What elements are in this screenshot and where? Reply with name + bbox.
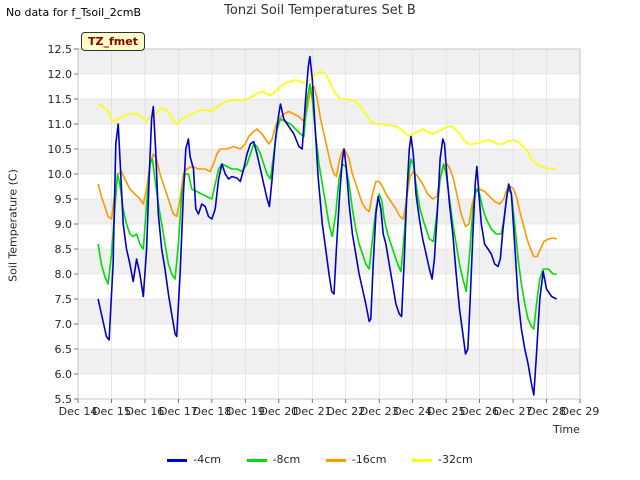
legend-item-16cm: -16cm xyxy=(325,453,387,466)
x-tick-label: Dec 23 xyxy=(360,405,399,418)
y-tick-label: 11.0 xyxy=(48,118,73,131)
x-tick-label: Dec 19 xyxy=(226,405,265,418)
x-tick-label: Dec 16 xyxy=(126,405,165,418)
x-tick-label: Dec 26 xyxy=(460,405,499,418)
plot-band xyxy=(78,99,580,124)
plot-band xyxy=(78,124,580,149)
legend-swatch xyxy=(325,458,346,462)
y-tick-label: 9.0 xyxy=(55,218,73,231)
y-tick-label: 7.0 xyxy=(55,318,73,331)
series-line-32cm xyxy=(97,70,557,170)
x-tick-label: Dec 28 xyxy=(527,405,566,418)
y-tick-label: 7.5 xyxy=(55,293,73,306)
x-tick-label: Dec 24 xyxy=(393,405,432,418)
plot-band xyxy=(78,374,580,399)
series-line-16cm xyxy=(97,85,557,258)
legend-label: -4cm xyxy=(193,453,222,466)
legend-label: -16cm xyxy=(351,453,387,466)
y-tick-label: 8.5 xyxy=(55,243,73,256)
legend-swatch xyxy=(411,458,432,462)
legend-item-4cm: -4cm xyxy=(167,453,221,466)
y-axis-label: Soil Temperature (C) xyxy=(6,169,20,282)
y-tick-label: 5.5 xyxy=(55,393,73,406)
chart-title: Tonzi Soil Temperatures Set B xyxy=(224,3,416,18)
x-tick-label: Dec 22 xyxy=(326,405,365,418)
y-tick-label: 9.5 xyxy=(55,193,73,206)
plot-band xyxy=(78,299,580,324)
y-tick-label: 12.0 xyxy=(48,68,73,81)
x-tick-label: Dec 21 xyxy=(293,405,332,418)
x-axis-label: Time xyxy=(553,423,580,436)
plot-band xyxy=(78,224,580,249)
legend-label: -32cm xyxy=(437,453,473,466)
y-tick-label: 11.5 xyxy=(48,93,73,106)
x-tick-label: Dec 25 xyxy=(427,405,466,418)
y-tick-label: 10.5 xyxy=(48,143,73,156)
y-tick-label: 8.0 xyxy=(55,268,73,281)
plot-band xyxy=(78,74,580,99)
x-tick-label: Dec 17 xyxy=(159,405,198,418)
site-tag: TZ_fmet xyxy=(81,32,145,51)
legend: -4cm -8cm -16cm -32cm xyxy=(0,453,640,466)
legend-label: -8cm xyxy=(272,453,301,466)
series-line-4cm xyxy=(97,55,557,396)
x-tick-label: Dec 29 xyxy=(561,405,600,418)
plot-band xyxy=(78,49,580,74)
no-data-note: No data for f_Tsoil_2cmB xyxy=(6,6,142,19)
x-tick-label: Dec 18 xyxy=(192,405,231,418)
y-tick-label: 12.5 xyxy=(48,43,73,56)
x-tick-label: Dec 15 xyxy=(92,405,131,418)
legend-item-32cm: -32cm xyxy=(411,453,473,466)
x-tick-label: Dec 14 xyxy=(59,405,98,418)
plot-band xyxy=(78,324,580,349)
x-tick-label: Dec 20 xyxy=(259,405,298,418)
legend-swatch xyxy=(167,458,188,462)
legend-swatch xyxy=(246,458,267,462)
plot-band xyxy=(78,349,580,374)
series-line-8cm xyxy=(97,83,557,330)
y-tick-label: 6.0 xyxy=(55,368,73,381)
legend-item-8cm: -8cm xyxy=(246,453,301,466)
y-tick-label: 10.0 xyxy=(48,168,73,181)
y-tick-label: 6.5 xyxy=(55,343,73,356)
x-tick-label: Dec 27 xyxy=(494,405,533,418)
